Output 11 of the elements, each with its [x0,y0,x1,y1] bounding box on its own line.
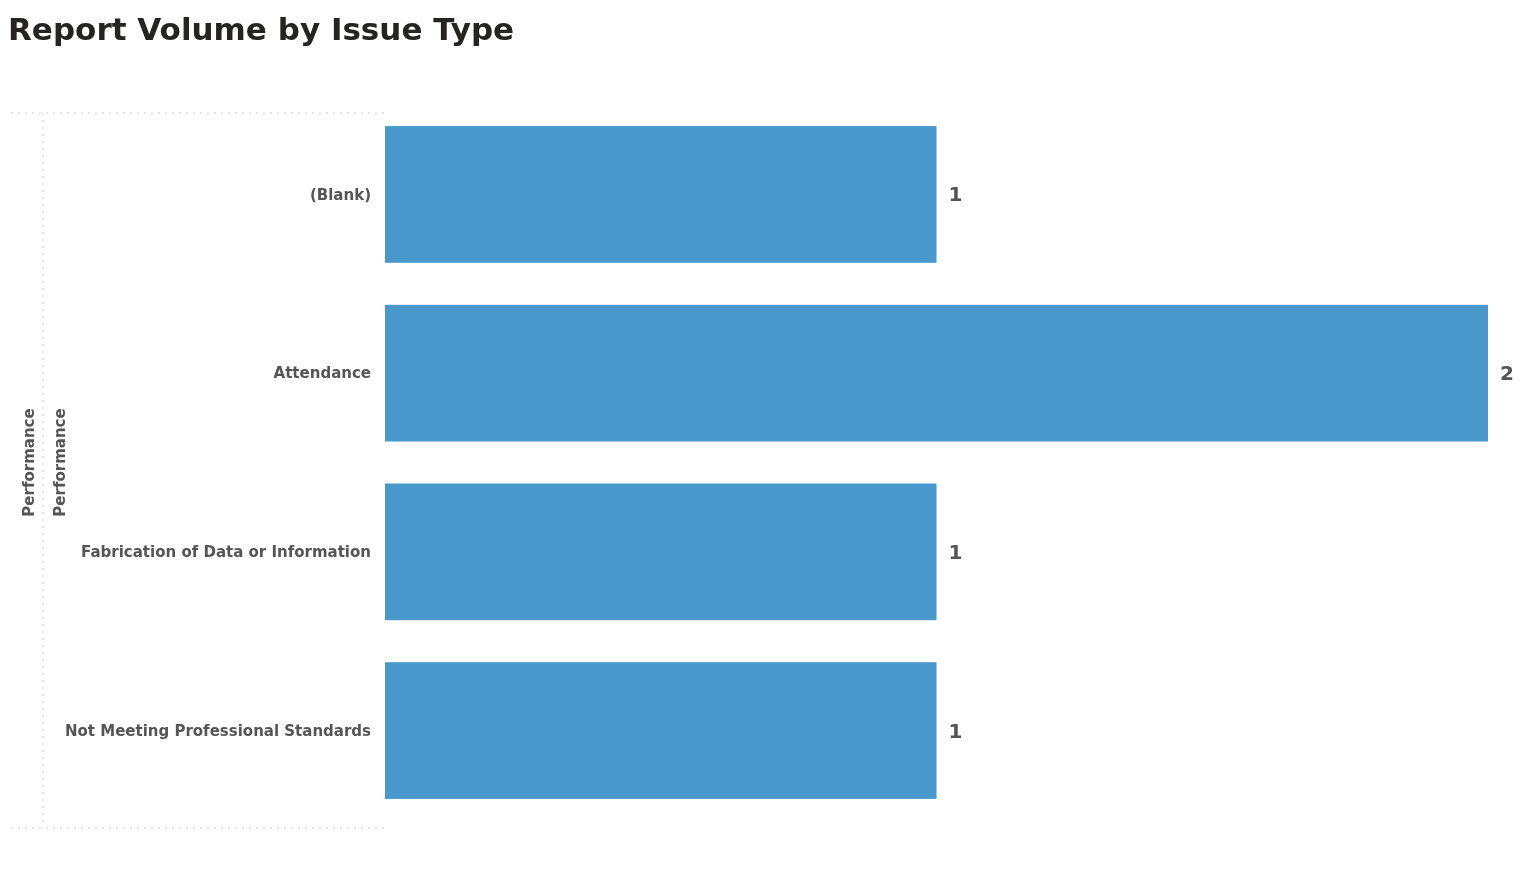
data-label: 1 [948,718,963,743]
y-tick-label: Attendance [273,364,371,383]
data-label: 1 [948,539,963,564]
y-tick-label: (Blank) [309,185,371,204]
chart-title: Report Volume by Issue Type [8,11,515,47]
text: Performance [20,408,38,517]
text: Performance [51,408,69,517]
y-tick-label: Not Meeting Professional Standards [64,721,372,740]
data-label: 1 [948,182,963,207]
data-label: 2 [1500,361,1514,386]
y-tick-label: Fabrication of Data or Information [81,543,371,562]
